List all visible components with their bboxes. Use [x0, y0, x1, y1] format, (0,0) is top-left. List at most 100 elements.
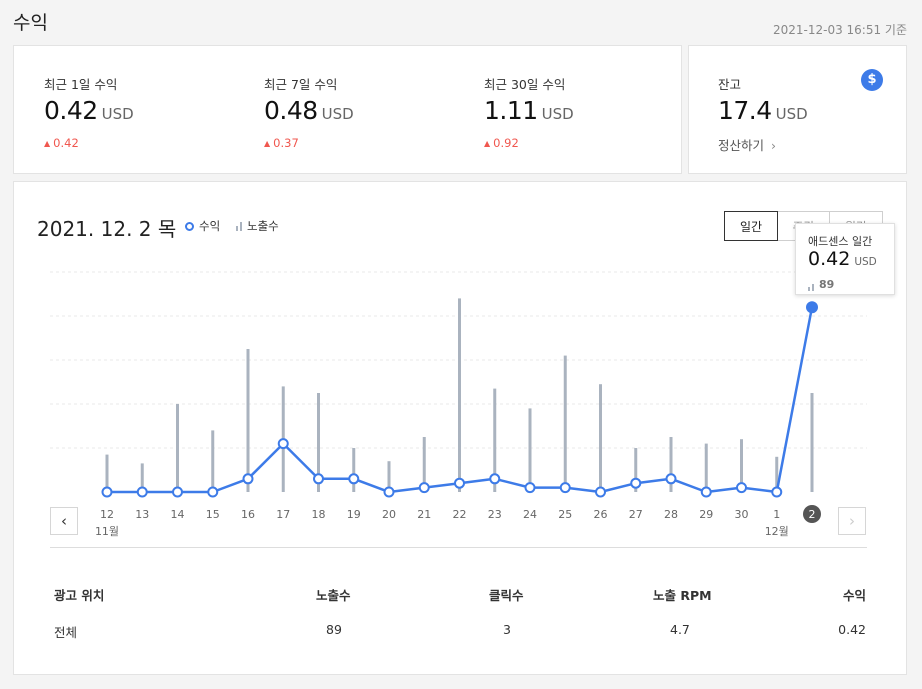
revenue-point [700, 486, 712, 498]
x-tick-label: 1 [773, 508, 780, 521]
table-cell-rpm: 4.7 [670, 622, 690, 637]
settle-label: 정산하기 [718, 138, 765, 153]
x-tick-label: 28 [664, 508, 678, 521]
balance-card: 잔고 $ 17.4 USD 정산하기 › [688, 45, 907, 174]
impressions-bar [140, 463, 144, 492]
up-triangle-icon: ▲ [264, 139, 271, 148]
revenue-point [101, 486, 113, 498]
impressions-bar [422, 437, 426, 492]
impressions-bar [176, 404, 179, 492]
table-header-rpm: 노출 RPM [653, 588, 712, 603]
chart-card [13, 181, 907, 675]
delta-value: 0.42 [53, 136, 79, 150]
impressions-bar [599, 384, 602, 492]
next-period-button[interactable]: › [838, 507, 866, 535]
revenue-point [242, 473, 254, 485]
revenue-point [489, 473, 501, 485]
bar-marker-icon [808, 284, 814, 291]
chart-date: 2021. 12. 2 목 [37, 217, 177, 241]
balance-value: 17.4 USD [718, 96, 808, 125]
revenue-point [559, 482, 571, 494]
table-header-impressions: 노출수 [316, 588, 351, 603]
balance-number: 17.4 [718, 96, 772, 125]
x-tick-label: 29 [699, 508, 713, 521]
month-label: 12월 [765, 525, 789, 538]
settle-link[interactable]: 정산하기 › [718, 135, 776, 154]
impressions-bar [211, 430, 215, 492]
stat-delta-1d: ▲ 0.42 [44, 136, 79, 150]
x-tick-label: 27 [629, 508, 643, 521]
chart-tooltip: 애드센스 일간 0.42 USD 89 [795, 223, 895, 295]
stat-delta-7d: ▲ 0.37 [264, 136, 299, 150]
x-tick-label: 18 [312, 508, 326, 521]
impressions-bar [528, 408, 532, 492]
impressions-bar [317, 393, 320, 492]
revenue-point [630, 477, 642, 489]
x-tick-label: 2 [809, 508, 816, 521]
x-tick-label: 24 [523, 508, 537, 521]
month-label: 11월 [95, 525, 119, 538]
balance-label: 잔고 [718, 77, 742, 92]
impressions-bar [775, 456, 779, 492]
tooltip-title: 애드센스 일간 [808, 235, 873, 248]
revenue-point [383, 486, 395, 498]
revenue-point [806, 301, 818, 314]
revenue-point [172, 486, 183, 498]
revenue-point [313, 473, 324, 485]
table-cell-clicks: 3 [503, 622, 511, 637]
revenue-point [454, 477, 465, 489]
revenue-point [736, 482, 747, 494]
legend-revenue-label: 수익 [199, 219, 221, 233]
impressions-bar [810, 393, 814, 492]
tooltip-unit: USD [854, 256, 877, 268]
chart-divider [50, 547, 867, 548]
balance-unit: USD [775, 105, 808, 123]
line-marker-icon [185, 221, 194, 231]
stat-label-30d: 최근 30일 수익 [484, 77, 566, 92]
revenue-point [771, 486, 783, 498]
revenue-point [524, 482, 536, 494]
impressions-bar [740, 439, 743, 492]
stat-unit: USD [321, 105, 354, 123]
bar-marker-icon [236, 221, 242, 231]
x-tick-label: 30 [735, 508, 749, 521]
impressions-bar [493, 388, 497, 492]
impressions-bar [458, 298, 461, 492]
prev-period-button[interactable]: ‹ [50, 507, 78, 535]
impressions-bar [634, 448, 638, 492]
tooltip-value: 0.42 USD [808, 248, 877, 270]
revenue-point [136, 486, 148, 498]
x-tick-label: 25 [558, 508, 572, 521]
revenue-point [207, 486, 219, 498]
legend-revenue[interactable]: 수익 [185, 218, 220, 234]
legend-impressions[interactable]: 노출수 [236, 218, 279, 234]
up-triangle-icon: ▲ [44, 139, 51, 148]
updated-timestamp: 2021-12-03 16:51 기준 [772, 23, 907, 37]
table-cell-impressions: 89 [326, 622, 342, 637]
stat-label-7d: 최근 7일 수익 [264, 77, 338, 92]
up-triangle-icon: ▲ [484, 139, 491, 148]
stat-unit: USD [541, 105, 574, 123]
tab-daily[interactable]: 일간 [724, 211, 778, 241]
impressions-bar [669, 437, 673, 492]
x-tick-label: 15 [206, 508, 220, 521]
table-header-revenue: 수익 [842, 588, 866, 603]
stat-number: 0.42 [44, 96, 98, 125]
chevron-right-icon: › [771, 138, 776, 153]
impressions-bar [387, 461, 391, 492]
chevron-right-icon: › [849, 512, 855, 530]
tooltip-impressions: 89 [808, 278, 834, 291]
dollar-icon: $ [861, 69, 883, 91]
chevron-left-icon: ‹ [61, 512, 67, 530]
legend-impressions-label: 노출수 [247, 219, 279, 233]
stat-value-1d: 0.42 USD [44, 96, 134, 125]
x-tick-label: 26 [594, 508, 608, 521]
revenue-point [595, 486, 606, 498]
revenue-point [277, 438, 289, 450]
table-cell-placement: 전체 [54, 625, 78, 640]
impressions-bar [246, 349, 250, 492]
x-tick-label: 20 [382, 508, 396, 521]
tooltip-number: 0.42 [808, 248, 851, 270]
x-tick-label: 19 [347, 508, 361, 521]
